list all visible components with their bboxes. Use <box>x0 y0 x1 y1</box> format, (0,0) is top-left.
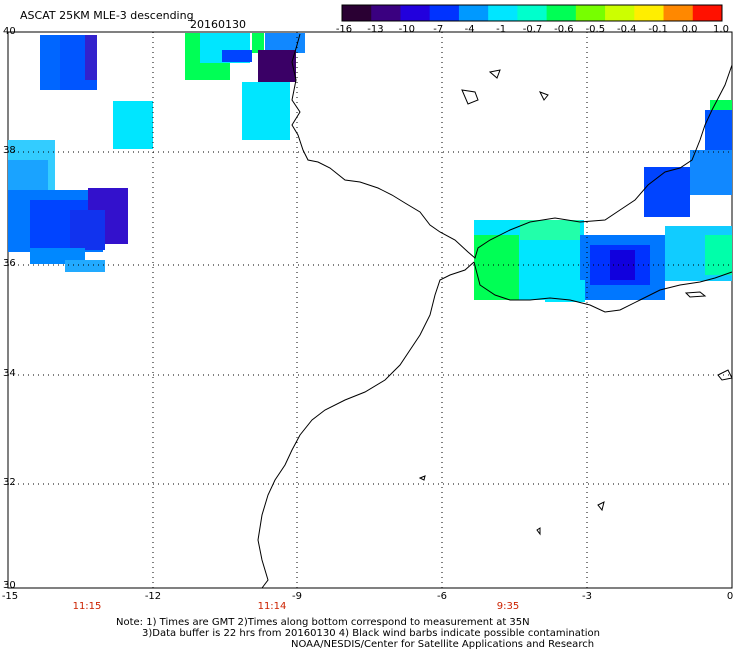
lon-label-15w: -15 <box>1 591 19 602</box>
time-label-2: 11:14 <box>257 601 287 612</box>
note-line-2: 3)Data buffer is 22 hrs from 20160130 4)… <box>142 628 600 639</box>
colorbar-swatch <box>400 5 431 21</box>
colorbar-label: 0.0 <box>681 24 698 35</box>
lat-label-34: 34 <box>3 368 16 379</box>
colorbar-swatch <box>342 5 372 21</box>
colorbar-label: -0.4 <box>616 24 637 35</box>
colorbar-border <box>341 4 723 22</box>
colorbar-label: -0.6 <box>554 24 574 35</box>
colorbar-swatch <box>517 5 548 21</box>
colorbar-label: 1.0 <box>713 24 729 35</box>
lon-label-0: 0 <box>726 591 734 602</box>
colorbar-label: -4 <box>464 24 475 35</box>
colorbar-swatch <box>458 5 489 21</box>
colorbar-label: -0.1 <box>648 24 668 35</box>
colorbar-label: -16 <box>335 24 353 35</box>
map-title: ASCAT 25KM MLE-3 descending <box>20 9 194 22</box>
colorbar-label: -0.7 <box>522 24 543 35</box>
lon-label-9w: -9 <box>292 591 302 602</box>
colorbar-swatch <box>634 5 665 21</box>
time-label-1: 11:15 <box>72 601 102 612</box>
colorbar-swatch <box>605 5 635 21</box>
colorbar-swatch <box>371 5 401 21</box>
lat-label-36: 36 <box>3 258 16 269</box>
data-swaths <box>8 33 732 302</box>
map-grid <box>8 32 732 588</box>
colorbar-swatch <box>663 5 694 21</box>
lat-label-32: 32 <box>3 477 16 488</box>
time-label-3: 9:35 <box>496 601 520 612</box>
map-frame <box>7 31 733 589</box>
note-line-3: NOAA/NESDIS/Center for Satellite Applica… <box>291 639 595 650</box>
lon-label-3w: -3 <box>582 591 592 602</box>
colorbar-label: -13 <box>367 24 384 35</box>
colorbar-label: -1 <box>496 24 507 35</box>
lon-label-12w: -12 <box>144 591 162 602</box>
colorbar-label: -7 <box>433 24 444 35</box>
lon-label-6w: -6 <box>437 591 447 602</box>
colorbar-swatch <box>575 5 606 21</box>
map-date: 20160130 <box>190 18 246 31</box>
coastlines <box>257 33 733 589</box>
lat-label-30: 30 <box>3 580 16 591</box>
note-line-1: Note: 1) Times are GMT 2)Times along bot… <box>116 617 530 628</box>
colorbar-swatch <box>488 5 518 21</box>
lat-label-40: 40 <box>3 26 16 37</box>
colorbar-swatch <box>429 5 460 21</box>
colorbar <box>341 4 723 22</box>
colorbar-swatch <box>546 5 577 21</box>
colorbar-swatch <box>692 5 723 21</box>
colorbar-label: -10 <box>398 24 415 35</box>
colorbar-label: -0.5 <box>585 24 606 35</box>
lat-label-38: 38 <box>3 145 16 156</box>
